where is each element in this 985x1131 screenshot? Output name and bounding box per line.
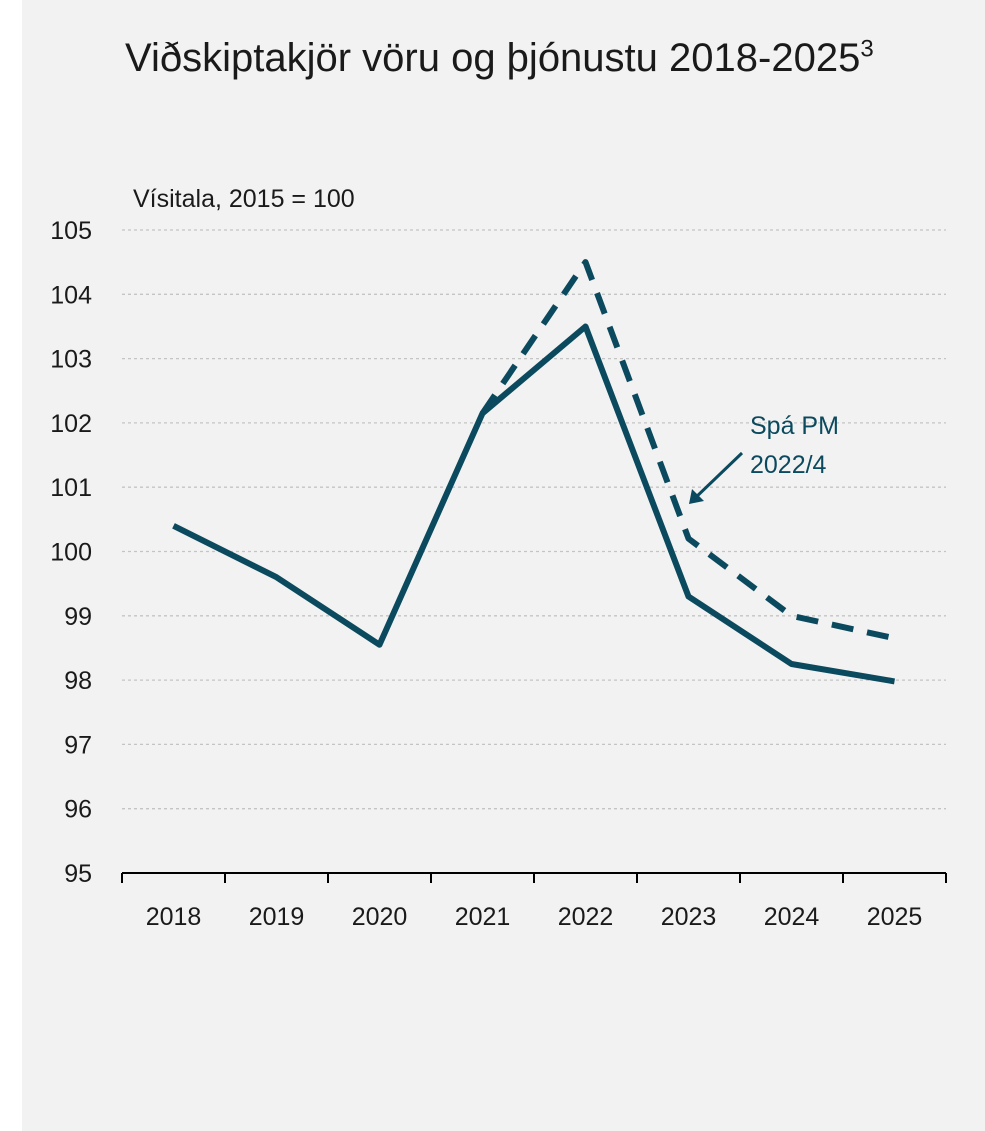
data-point [583,323,589,329]
data-point [583,259,589,265]
y-tick-label: 101 [50,474,92,502]
y-tick-label: 96 [64,796,92,824]
y-tick-label: 103 [50,346,92,374]
data-point [892,635,898,641]
y-tick-label: 99 [64,603,92,631]
y-tick-label: 95 [64,860,92,888]
title-footnote-marker: 3 [860,35,874,63]
annotation-arrow [691,451,744,502]
data-point [686,594,692,600]
data-point [274,574,280,580]
data-point [480,410,486,416]
y-tick-label: 100 [50,539,92,567]
y-axis-tick-labels: 95 96 97 98 99 100 101 102 103 104 105 [50,217,92,888]
data-point [686,536,692,542]
gridlines [122,229,946,810]
chart-panel [22,0,985,1131]
actual-series-line [172,323,895,685]
y-tick-label: 98 [64,667,92,695]
forecast-annotation: Spá PM 2022/4 [689,412,839,504]
data-point [892,678,898,684]
y-tick-label: 104 [50,281,92,309]
data-point [171,523,177,529]
x-tick-label: 2021 [455,903,511,931]
x-tick-label: 2018 [146,903,202,931]
data-point [377,642,383,648]
data-point [789,613,795,619]
x-tick-label: 2025 [867,903,923,931]
chart-title: Viðskiptakjör vöru og þjónustu 2018-2025… [125,35,874,80]
x-tick-label: 2020 [352,903,408,931]
y-tick-label: 97 [64,731,92,759]
annotation-label-line-2: 2022/4 [750,451,827,479]
forecast-series-line [480,259,896,642]
annotation-label-line-1: Spá PM [750,412,839,440]
annotation-arrowhead [689,489,704,504]
y-tick-label: 105 [50,217,92,245]
y-tick-label: 102 [50,410,92,438]
x-axis: 2018 2019 2020 2021 2022 2023 2024 2025 [121,872,947,931]
series-lines [171,259,898,685]
x-tick-label: 2024 [764,903,820,931]
chart-subtitle: Vísitala, 2015 = 100 [133,185,355,213]
x-tick-label: 2019 [249,903,305,931]
data-point [789,661,795,667]
x-tick-label: 2022 [558,903,614,931]
x-tick-label: 2023 [661,903,717,931]
